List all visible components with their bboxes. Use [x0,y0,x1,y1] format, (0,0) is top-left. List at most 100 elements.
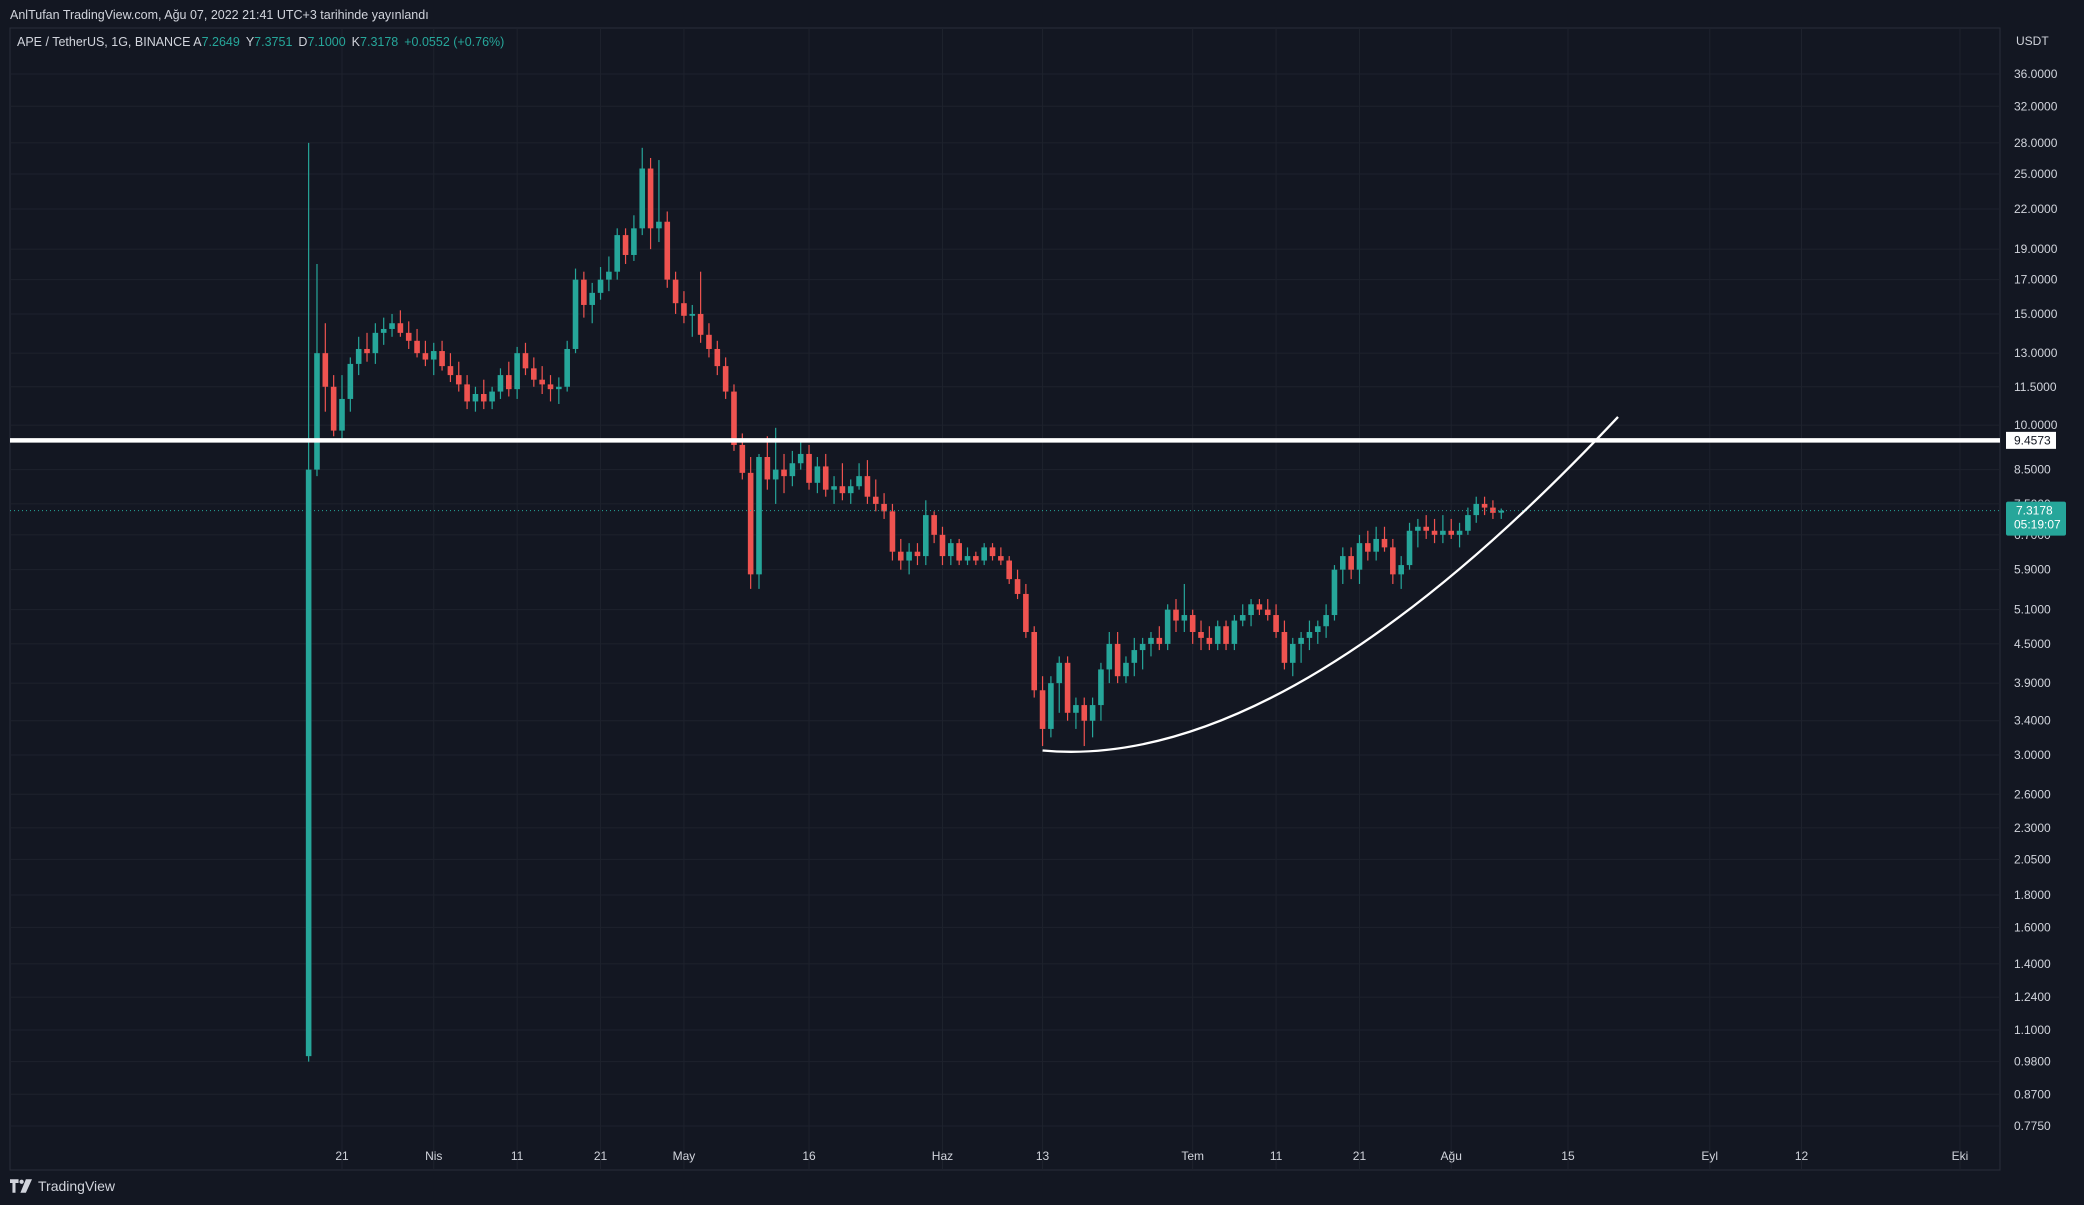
candle-body [556,386,562,390]
candle [981,543,987,566]
y-tick-label: 0.9800 [2014,1055,2051,1069]
candle-body [1273,615,1279,632]
candle [1340,547,1346,584]
candle-body [1164,609,1171,644]
support-curve[interactable] [1042,416,1619,753]
candle-body [614,235,621,272]
candle [455,361,462,392]
candle-body [1365,543,1371,552]
candle-body [1448,530,1455,535]
candle [1406,522,1413,570]
tradingview-logo-icon [10,1179,32,1193]
y-tick-label: 32.0000 [2014,99,2058,113]
candle-body [397,323,404,333]
candle [756,453,762,589]
candle-body [1289,643,1296,663]
candle [1123,656,1129,684]
published-header: AnlTufan TradingView.com, Ağu 07, 2022 2… [10,8,429,22]
chart-frame [9,27,2001,1171]
candle [606,256,612,292]
candle-body [581,279,587,305]
candle [439,340,445,371]
candle-body [1298,637,1304,644]
candle [464,375,470,410]
y-tick-label: 8.5000 [2014,463,2051,477]
candle [389,313,395,337]
candle-body [405,332,412,341]
open-label: A [193,35,202,49]
candle [1006,556,1012,584]
candle-body [981,547,987,561]
bar-countdown: 05:19:07 [2014,518,2061,532]
resistance-price-label: 9.4573 [2006,431,2056,449]
candle [314,263,320,477]
candle [506,361,512,397]
candle-body [1356,543,1363,570]
candle-body [1064,662,1071,713]
candle-body [414,340,420,354]
candle-body [539,379,545,385]
candle [556,377,562,404]
candle [881,493,887,519]
candle-body [1048,683,1054,729]
vertical-grid [341,28,1961,1170]
candle-body [522,353,529,369]
candle-body [355,348,362,364]
candle [1481,496,1488,516]
candle-body [1340,556,1346,570]
candle-body [706,334,712,349]
candle [1465,507,1471,535]
candle [1189,609,1196,644]
footer-brand[interactable]: TradingView [10,1178,115,1194]
candle [364,332,370,362]
candle [1231,615,1238,651]
symbol-text[interactable]: APE / TetherUS, 1G, BINANCE [17,35,191,49]
candle [514,346,520,399]
candle-body [789,463,796,477]
x-tick-label: 11 [1270,1149,1283,1163]
candle-body [697,313,704,335]
low-value: 7.1000 [307,35,346,49]
candle [1473,496,1480,523]
candle-body [572,279,579,349]
candle [1164,604,1171,651]
candle-body [564,348,570,387]
candle [847,479,854,504]
candle-body [923,515,929,557]
candle [948,538,954,566]
price-axis[interactable]: 36.0000 32.0000 28.0000 25.0000 22.0000 19.00… [2014,67,2058,1133]
candle-body [914,551,921,557]
candle [1248,599,1254,627]
candle [447,353,454,383]
x-tick-label: Eyl [1701,1149,1718,1163]
candle-body [739,444,746,473]
candle [581,271,587,318]
candle [1114,631,1121,684]
x-tick-label: 21 [594,1149,608,1163]
time-axis[interactable]: 21 Nis 11 21 May 16 Haz 13 Tem 11 21 Ağu 15 Eyl 12 Eki [335,1149,1968,1163]
candle-body [1465,515,1471,531]
candle-body [1114,643,1121,677]
candle-body [1323,615,1329,627]
candle-body [831,486,837,490]
candle [380,317,387,345]
candle [1106,631,1113,684]
candle-body [380,328,387,333]
candle-body [622,235,629,255]
candle [1381,526,1388,552]
candle [589,282,595,324]
candle [1498,508,1505,519]
x-tick-label: 21 [335,1149,349,1163]
candle-body [906,551,912,561]
y-tick-label: 22.0000 [2014,202,2058,216]
candle [998,547,1004,566]
candle-body [1390,547,1396,575]
candle [1064,656,1071,721]
candle-body [864,476,871,497]
x-tick-label: 11 [511,1149,524,1163]
x-tick-label: Ağu [1441,1149,1462,1163]
candle [897,538,904,570]
candle [831,476,837,504]
candle [305,142,312,1062]
